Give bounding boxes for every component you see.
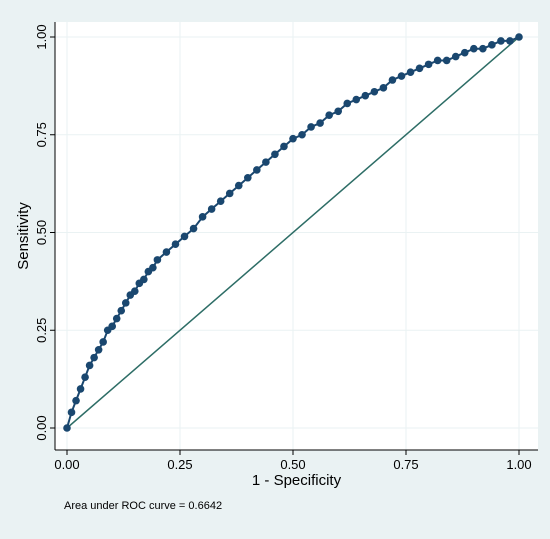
roc-point: [189, 224, 198, 233]
roc-point: [149, 263, 157, 272]
roc-point: [81, 373, 89, 381]
y-tick-label: 0.00: [34, 415, 49, 440]
roc-point: [406, 68, 415, 76]
roc-point: [99, 338, 107, 346]
roc-point: [424, 60, 433, 69]
auc-note: Area under ROC curve = 0.6642: [64, 500, 222, 512]
x-tick-label: 0.50: [280, 457, 305, 472]
roc-point: [298, 130, 306, 139]
roc-point: [171, 240, 180, 249]
roc-point: [121, 299, 130, 307]
roc-point: [415, 64, 424, 73]
roc-point: [379, 84, 388, 92]
y-tick-label: 1.00: [34, 24, 49, 49]
x-tick-label: 0.75: [393, 457, 418, 472]
roc-point: [289, 134, 297, 143]
roc-point: [479, 44, 487, 53]
x-axis-title: 1 - Specificity: [252, 472, 342, 489]
roc-point: [234, 181, 243, 190]
roc-point: [442, 56, 451, 65]
roc-point: [280, 142, 288, 151]
roc-point: [117, 306, 126, 315]
reference-line-layer: [66, 36, 520, 429]
roc-point: [225, 189, 234, 198]
roc-point: [94, 346, 103, 354]
roc-point: [108, 322, 116, 331]
roc-point: [497, 37, 505, 45]
roc-point: [85, 361, 94, 370]
tick-labels: 0.00 0.25 0.50 0.75 1.00 0.00 0.25 0.50 0.75 1.00: [34, 24, 532, 472]
roc-point: [488, 41, 496, 49]
roc-point: [180, 232, 189, 241]
x-tick-label: 0.00: [54, 457, 79, 472]
roc-point: [316, 119, 324, 127]
axes: [50, 22, 538, 455]
roc-point: [112, 314, 121, 323]
reference-line: [66, 36, 520, 429]
roc-point: [262, 158, 270, 166]
roc-point: [253, 166, 261, 174]
roc-point: [207, 205, 216, 213]
roc-point: [72, 396, 80, 405]
y-tick-label: 0.75: [34, 122, 49, 147]
roc-point: [370, 87, 379, 96]
roc-point: [76, 385, 85, 393]
gridlines: [55, 22, 538, 450]
roc-point: [433, 56, 442, 65]
roc-point: [460, 48, 469, 57]
roc-point: [153, 256, 162, 264]
roc-point: [397, 72, 406, 80]
y-axis-title: Sensitivity: [15, 202, 32, 270]
roc-point: [352, 95, 361, 104]
roc-point: [325, 111, 333, 119]
roc-point: [67, 408, 76, 417]
roc-point: [307, 123, 315, 131]
roc-point: [470, 44, 478, 53]
roc-point: [131, 287, 139, 295]
roc-point: [451, 52, 460, 61]
roc-point: [162, 248, 171, 256]
roc-point: [515, 33, 523, 41]
roc-point: [361, 91, 370, 100]
roc-curve-layer: [63, 33, 523, 432]
x-tick-label: 0.25: [167, 457, 192, 472]
roc-point: [90, 353, 98, 362]
roc-point: [388, 76, 397, 84]
roc-point: [216, 197, 225, 206]
roc-point: [271, 150, 279, 159]
roc-point: [334, 107, 343, 116]
x-tick-label: 1.00: [506, 457, 531, 472]
y-tick-label: 0.25: [34, 318, 49, 343]
plot-area: [55, 22, 538, 450]
roc-point: [63, 424, 71, 432]
y-tick-label: 0.50: [34, 220, 49, 245]
roc-point: [343, 99, 352, 108]
roc-point: [198, 213, 207, 221]
roc-point: [140, 275, 148, 284]
roc-point: [506, 37, 514, 45]
roc-point: [244, 173, 252, 182]
